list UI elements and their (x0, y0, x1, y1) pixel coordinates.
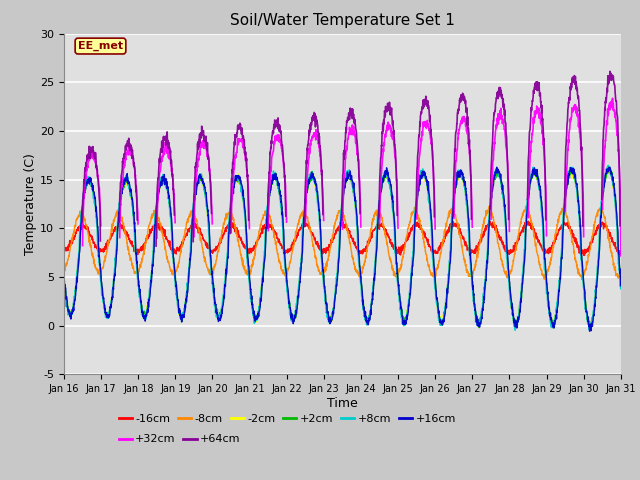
X-axis label: Time: Time (327, 397, 358, 410)
Title: Soil/Water Temperature Set 1: Soil/Water Temperature Set 1 (230, 13, 455, 28)
Text: EE_met: EE_met (78, 41, 123, 51)
Legend: +32cm, +64cm: +32cm, +64cm (114, 430, 245, 449)
Y-axis label: Temperature (C): Temperature (C) (24, 153, 37, 255)
